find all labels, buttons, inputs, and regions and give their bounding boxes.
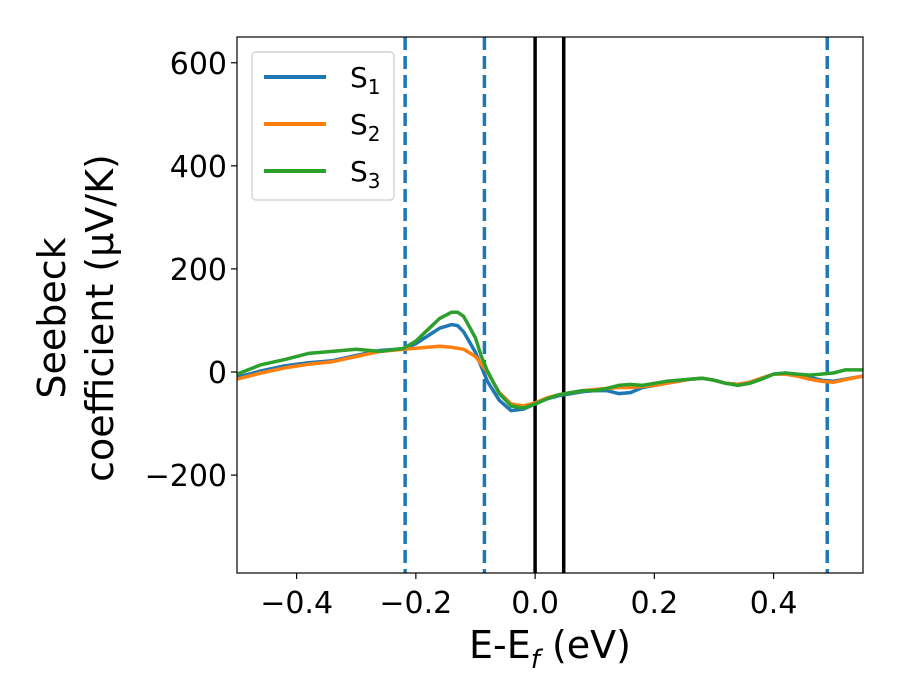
legend-label-s1: S1 (350, 61, 381, 99)
series-line-s3 (237, 310, 863, 410)
y-axis-label-line1: Seebeck (30, 237, 74, 398)
y-tick-label: 200 (170, 253, 227, 288)
y-axis-label-line2: coefficient (μV/K) (78, 154, 122, 482)
legend: S1 S2 S3 (251, 51, 395, 201)
y-tick-label: 400 (170, 150, 227, 185)
legend-label-s3: S3 (350, 155, 381, 193)
x-tick-label: 0.0 (511, 586, 559, 621)
y-tick-label: −200 (145, 459, 227, 494)
y-tick-label: 0 (208, 356, 227, 391)
legend-label-s2: S2 (350, 108, 381, 146)
x-tick-label: 0.4 (750, 586, 798, 621)
x-tick-label: −0.2 (379, 586, 452, 621)
plot-frame (236, 36, 864, 574)
x-tick-label: −0.4 (260, 586, 333, 621)
x-tick-label: 0.2 (630, 586, 678, 621)
y-tick-label: 600 (170, 47, 227, 82)
x-axis-label: E-Ef (eV) (469, 623, 631, 675)
